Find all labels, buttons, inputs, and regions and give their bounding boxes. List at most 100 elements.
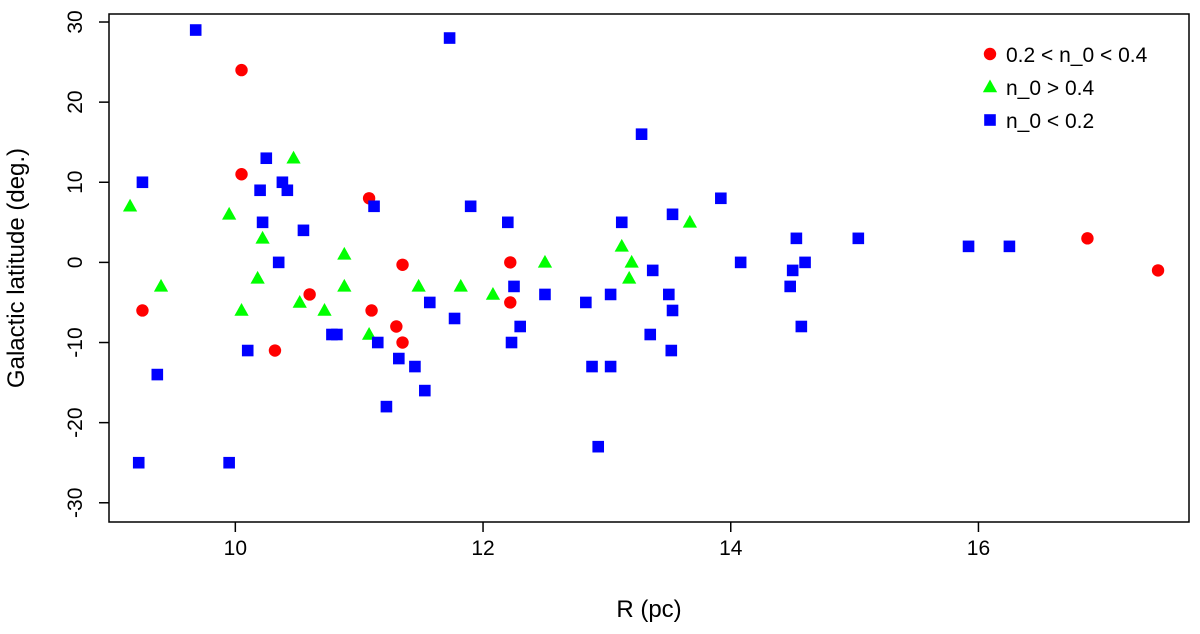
blue-square-point bbox=[635, 128, 648, 140]
blue-square-point bbox=[409, 360, 421, 373]
x-axis-title: R (pc) bbox=[616, 596, 681, 623]
legend-marker bbox=[983, 47, 997, 61]
blue-square-point bbox=[715, 192, 727, 205]
blue-square-point bbox=[136, 176, 149, 189]
green-triangle-point bbox=[411, 278, 426, 292]
blue-square-point bbox=[604, 288, 617, 301]
green-triangle-point bbox=[153, 278, 169, 292]
blue-square-point bbox=[734, 256, 747, 269]
green-triangle-point bbox=[222, 206, 237, 220]
green-triangle-point bbox=[682, 214, 697, 228]
blue-square-point bbox=[586, 360, 598, 373]
blue-square-point bbox=[666, 304, 679, 317]
red-circle-point bbox=[504, 296, 517, 309]
blue-square-point bbox=[132, 456, 145, 469]
green-triangle-point bbox=[292, 294, 307, 308]
blue-square-point bbox=[151, 368, 164, 381]
green-triangle-point bbox=[250, 270, 265, 284]
green-triangle-point bbox=[614, 238, 629, 252]
red-circle-point bbox=[396, 258, 409, 271]
green-triangle-point bbox=[624, 254, 639, 268]
green-triangle-point bbox=[317, 302, 332, 316]
blue-square-point bbox=[852, 232, 865, 245]
red-circle-point bbox=[235, 63, 248, 77]
blue-square-point bbox=[464, 200, 477, 213]
blue-square-point bbox=[393, 352, 405, 365]
red-circle-point bbox=[303, 288, 316, 301]
blue-square-point bbox=[644, 328, 657, 341]
green-triangle-point bbox=[361, 327, 377, 340]
y-tick-label: 20 bbox=[64, 90, 87, 113]
blue-square-point bbox=[189, 24, 202, 36]
blue-square-point bbox=[505, 336, 518, 349]
y-tick-label: -30 bbox=[64, 488, 87, 518]
blue-square-point bbox=[260, 152, 273, 165]
y-tick-label: 10 bbox=[64, 171, 87, 194]
blue-square-point bbox=[514, 320, 526, 333]
x-tick-label: 14 bbox=[719, 537, 743, 560]
blue-square-point bbox=[790, 232, 803, 245]
x-axis: 10 12 14 16 bbox=[224, 522, 990, 560]
green-triangle-point bbox=[122, 198, 138, 212]
blue-square-point bbox=[784, 280, 796, 293]
red-circle-point bbox=[504, 256, 517, 269]
y-tick-label: 30 bbox=[64, 10, 87, 33]
blue-square-point bbox=[508, 280, 520, 293]
x-tick-label: 10 bbox=[224, 537, 247, 560]
legend-label: n_0 > 0.4 bbox=[1006, 77, 1094, 100]
blue-square-point bbox=[223, 456, 235, 469]
blue-square-point bbox=[448, 312, 461, 325]
blue-square-point bbox=[331, 328, 343, 341]
blue-square-point bbox=[592, 440, 605, 453]
green-triangle-point bbox=[234, 302, 249, 316]
blue-square-point bbox=[1003, 240, 1016, 253]
y-axis: -30 -20 -10 0 10 20 30 bbox=[64, 10, 109, 518]
blue-square-point bbox=[799, 256, 811, 269]
blue-square-point bbox=[539, 288, 551, 301]
blue-square-point bbox=[666, 208, 679, 221]
blue-square-point bbox=[272, 256, 285, 269]
legend-label: 0.2 < n_0 < 0.4 bbox=[1006, 44, 1148, 67]
red-circle-point bbox=[390, 320, 403, 333]
y-tick-label: 0 bbox=[64, 257, 87, 269]
red-circle-point bbox=[136, 304, 149, 317]
red-circle-point bbox=[235, 168, 248, 181]
blue-square-point bbox=[241, 344, 254, 357]
legend: 0.2 < n_0 < 0.4 n_0 > 0.4 n_0 < 0.2 bbox=[982, 44, 1148, 133]
green-triangle-point bbox=[255, 230, 270, 244]
green-triangle-point bbox=[537, 254, 553, 268]
red-circle-point bbox=[365, 304, 378, 317]
red-circle-point bbox=[1151, 264, 1165, 277]
red-circle-point bbox=[1081, 232, 1094, 245]
blue-square-point bbox=[371, 336, 384, 349]
y-axis-title: Galactic latitude (deg.) bbox=[3, 148, 30, 388]
blue-square-point bbox=[962, 240, 975, 253]
blue-square-point bbox=[276, 176, 289, 189]
y-tick-label: -20 bbox=[64, 407, 87, 437]
blue-square-point bbox=[663, 288, 675, 301]
blue-square-point bbox=[646, 264, 659, 277]
data-points bbox=[122, 24, 1165, 469]
blue-square-point bbox=[256, 216, 269, 229]
blue-square-point bbox=[795, 320, 808, 333]
blue-square-point bbox=[281, 184, 294, 197]
blue-square-point bbox=[423, 296, 436, 309]
blue-square-point bbox=[502, 216, 514, 229]
green-triangle-point bbox=[286, 150, 301, 164]
legend-marker bbox=[982, 79, 998, 93]
blue-square-point bbox=[368, 200, 380, 213]
blue-square-point bbox=[419, 384, 431, 397]
red-circle-point bbox=[396, 336, 409, 349]
legend-label: n_0 < 0.2 bbox=[1006, 110, 1094, 133]
green-triangle-point bbox=[337, 278, 352, 292]
red-circle-point bbox=[268, 344, 282, 357]
green-triangle-point bbox=[622, 270, 637, 284]
green-triangle-point bbox=[485, 286, 501, 300]
blue-square-point bbox=[297, 224, 310, 237]
y-tick-label: -10 bbox=[64, 327, 87, 357]
green-triangle-point bbox=[453, 278, 468, 292]
x-tick-label: 12 bbox=[471, 537, 494, 560]
green-triangle-point bbox=[337, 246, 352, 260]
blue-square-point bbox=[443, 32, 456, 44]
